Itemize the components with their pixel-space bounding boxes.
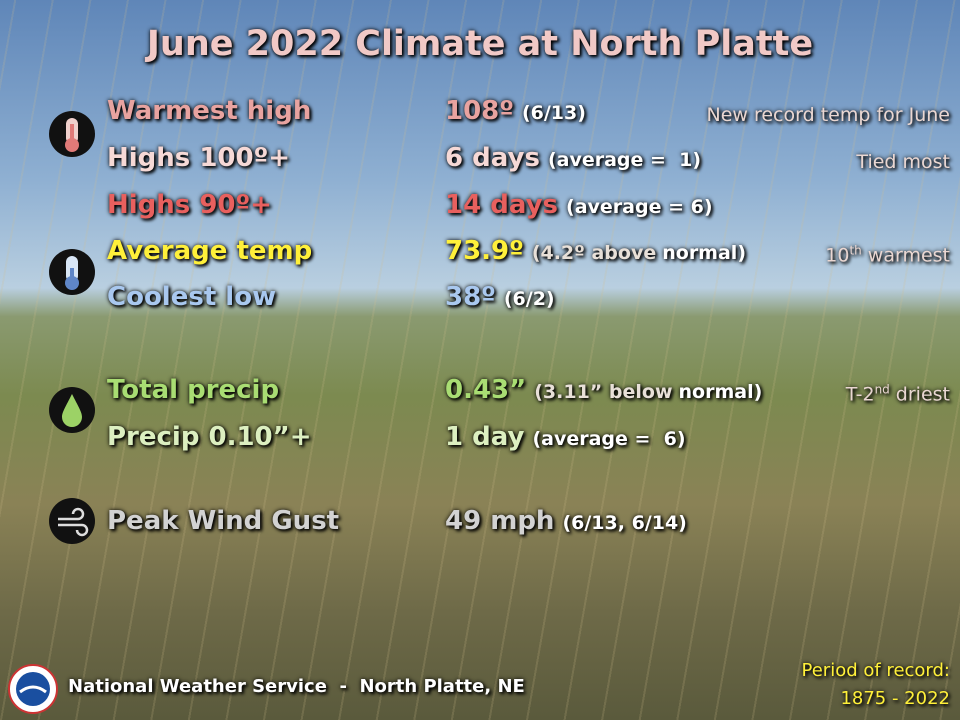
row-value: 6 days <box>445 143 540 173</box>
thermometer-cool-icon <box>49 249 95 295</box>
row-detail: (average = 6) <box>566 196 713 218</box>
row-note-group: 10th warmest <box>825 243 950 266</box>
row-detail: (3.11” below <box>534 381 673 403</box>
row-detail: (average = 6) <box>532 428 686 450</box>
row-detail: (6/13, 6/14) <box>562 512 687 534</box>
row-label: Highs 100º+ <box>107 143 291 173</box>
row-value-group: 38º (6/2) <box>445 282 555 312</box>
raindrop-icon <box>49 387 95 433</box>
row-detail-end: normal) <box>662 242 746 264</box>
row-detail: (6/13) <box>521 102 586 124</box>
row-note-sup: th <box>849 243 862 258</box>
row-label: Warmest high <box>107 96 312 126</box>
period-years: 1875 - 2022 <box>840 688 950 709</box>
row-label: Peak Wind Gust <box>107 506 340 536</box>
row-label: Total precip <box>107 375 280 405</box>
row-value-group: 49 mph (6/13, 6/14) <box>445 506 687 536</box>
row-note-group: New record temp for June <box>706 104 950 126</box>
row-note-group: T-2nd driest <box>846 382 950 405</box>
row-note-end: warmest <box>867 244 950 267</box>
row-detail-group: (6/13, 6/14) <box>562 512 686 534</box>
period-label: Period of record: <box>801 660 950 681</box>
row-value: 108º <box>445 96 514 126</box>
row-value-group: 108º (6/13) <box>445 96 586 126</box>
wind-icon <box>49 498 95 544</box>
footer-agency: National Weather Service - North Platte,… <box>68 676 525 697</box>
row-detail-group: (6/2) <box>504 288 555 310</box>
row-detail-group: (3.11” below normal) <box>534 381 762 403</box>
row-detail-end: normal) <box>678 381 763 403</box>
row-note-sup: nd <box>874 382 890 397</box>
row-detail-group: (average = 6) <box>566 196 713 218</box>
row-label: Precip 0.10”+ <box>107 422 312 452</box>
row-value: 73.9º <box>445 236 524 266</box>
row-note: Tied most <box>856 151 950 173</box>
row-note-group: Tied most <box>856 151 950 173</box>
row-label: Highs 90º+ <box>107 190 272 220</box>
row-detail: (6/2) <box>503 288 555 310</box>
row-detail-group: (4.2º above normal) <box>532 242 746 264</box>
nws-logo <box>8 664 58 714</box>
row-value: 0.43” <box>445 375 527 405</box>
row-value: 14 days <box>445 190 559 220</box>
thermometer-hot-icon <box>49 111 95 157</box>
row-value: 49 mph <box>445 506 555 536</box>
row-detail-group: (average = 1) <box>548 149 701 171</box>
row-detail-group: (6/13) <box>522 102 586 124</box>
row-label: Coolest low <box>107 282 277 312</box>
row-note-end: driest <box>895 383 950 406</box>
row-value: 38º <box>445 282 496 312</box>
title: June 2022 Climate at North Platte <box>146 24 814 64</box>
row-note: 10 <box>825 244 850 267</box>
row-detail: (4.2º above <box>531 242 657 264</box>
row-value-group: 0.43” (3.11” below normal) <box>445 375 762 405</box>
row-value-group: 6 days (average = 1) <box>445 143 701 173</box>
row-value-group: 1 day (average = 6) <box>445 422 686 452</box>
row-detail-group: (average = 6) <box>532 428 685 450</box>
row-value: 1 day <box>445 422 525 452</box>
row-label: Average temp <box>107 236 313 266</box>
row-note: New record temp for June <box>706 104 950 126</box>
row-value-group: 14 days (average = 6) <box>445 190 713 220</box>
row-value-group: 73.9º (4.2º above normal) <box>445 236 746 266</box>
row-note: T-2 <box>845 383 875 406</box>
row-detail: (average = 1) <box>547 149 702 171</box>
